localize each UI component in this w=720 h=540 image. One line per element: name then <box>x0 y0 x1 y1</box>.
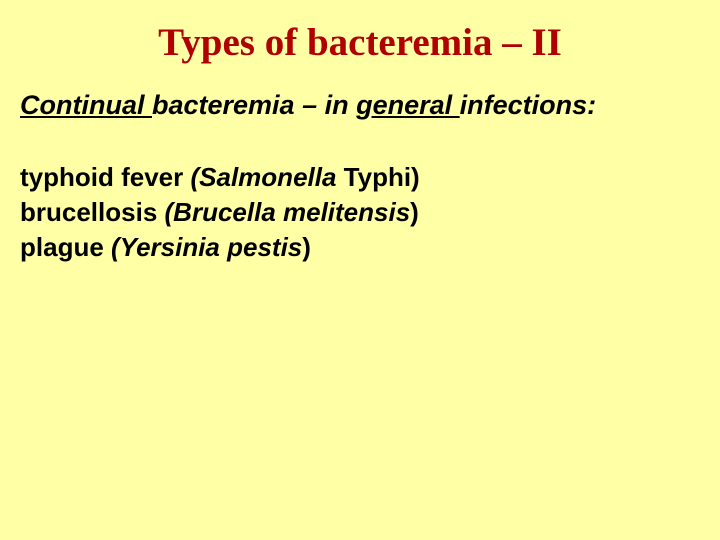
slide-title: Types of bacteremia – II <box>0 20 720 65</box>
disease-name: plague <box>20 232 111 262</box>
subheading-seg-continual: Continual <box>20 90 152 120</box>
body-line-3: plague (Yersinia pestis) <box>20 230 420 265</box>
disease-name: typhoid fever <box>20 162 190 192</box>
organism-name: Brucella melitensis <box>173 197 410 227</box>
organism-close: ) <box>302 232 311 262</box>
organism-open: ( <box>190 162 199 192</box>
subheading-seg-2: bacteremia – in <box>152 90 356 120</box>
disease-name: brucellosis <box>20 197 165 227</box>
subheading-seg-general: general <box>356 90 460 120</box>
body-line-2: brucellosis (Brucella melitensis) <box>20 195 420 230</box>
organism-open: ( <box>165 197 174 227</box>
slide-subheading: Continual bacteremia – in general infect… <box>20 90 596 121</box>
slide: Types of bacteremia – II Continual bacte… <box>0 0 720 540</box>
subheading-seg-4: infections: <box>460 90 597 120</box>
organism-name: Yersinia pestis <box>120 232 303 262</box>
body-line-1: typhoid fever (Salmonella Typhi) <box>20 160 420 195</box>
organism-close: Typhi) <box>344 162 420 192</box>
body-block: typhoid fever (Salmonella Typhi) brucell… <box>20 160 420 265</box>
organism-open: ( <box>111 232 120 262</box>
organism-close: ) <box>410 197 419 227</box>
organism-name: Salmonella <box>199 162 344 192</box>
